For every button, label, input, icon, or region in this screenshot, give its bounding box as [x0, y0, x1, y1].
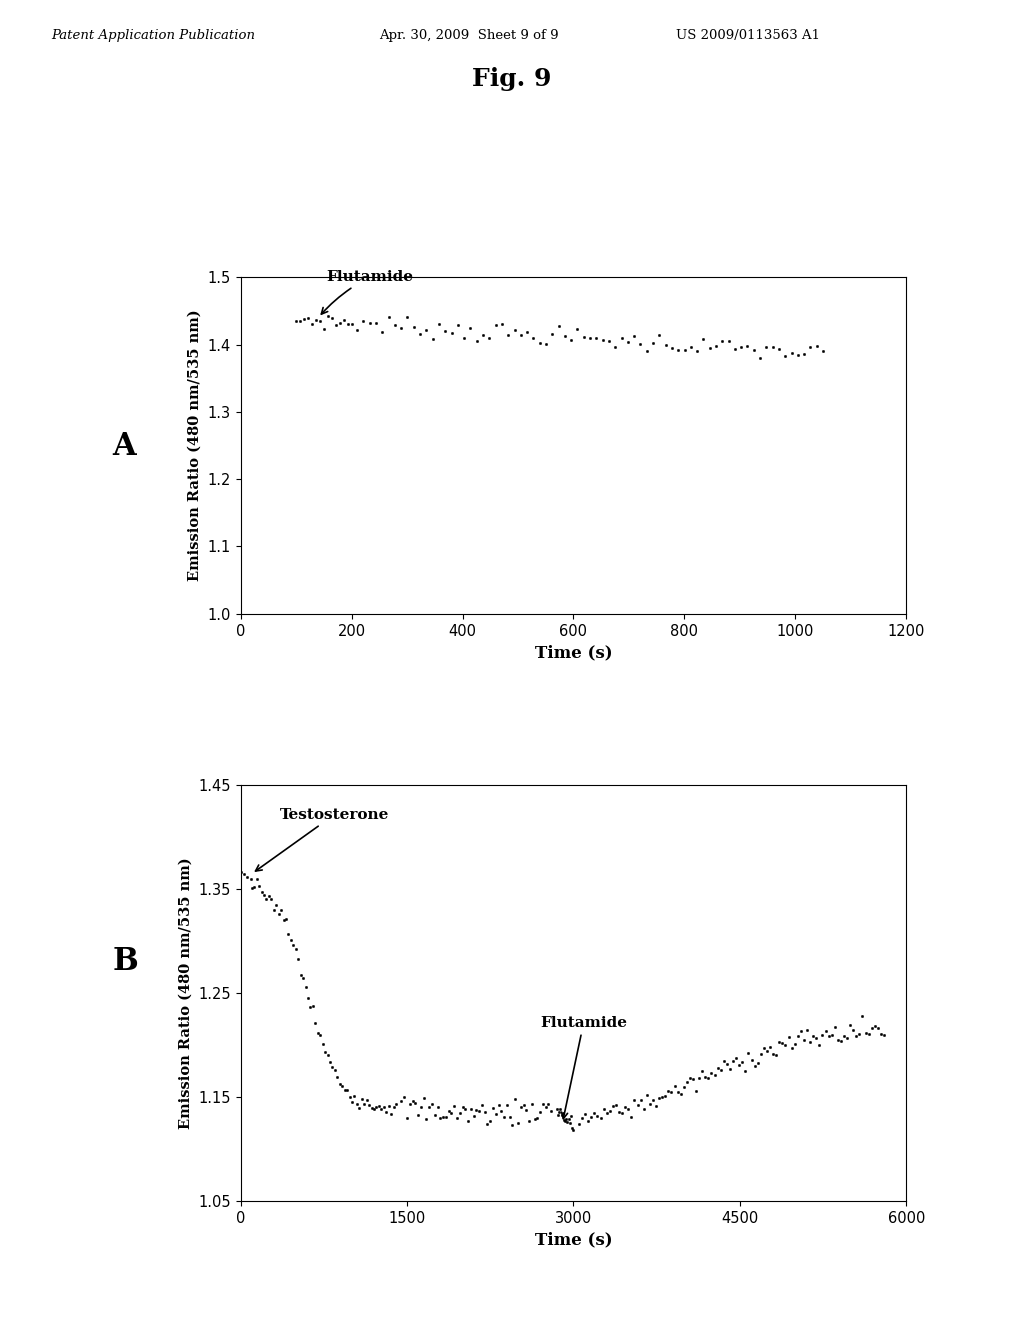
Y-axis label: Emission Ratio (480 nm/535 nm): Emission Ratio (480 nm/535 nm)	[188, 310, 202, 581]
Text: Flutamide: Flutamide	[541, 1015, 627, 1118]
Text: B: B	[113, 946, 138, 977]
Text: Fig. 9: Fig. 9	[472, 67, 552, 91]
Text: Testosterone: Testosterone	[256, 808, 389, 871]
Text: A: A	[113, 432, 136, 462]
Text: Flutamide: Flutamide	[322, 269, 414, 314]
X-axis label: Time (s): Time (s)	[535, 1232, 612, 1249]
Text: US 2009/0113563 A1: US 2009/0113563 A1	[676, 29, 820, 42]
X-axis label: Time (s): Time (s)	[535, 644, 612, 661]
Text: Patent Application Publication: Patent Application Publication	[51, 29, 255, 42]
Y-axis label: Emission Ratio (480 nm/535 nm): Emission Ratio (480 nm/535 nm)	[179, 858, 193, 1129]
Text: Apr. 30, 2009  Sheet 9 of 9: Apr. 30, 2009 Sheet 9 of 9	[379, 29, 558, 42]
